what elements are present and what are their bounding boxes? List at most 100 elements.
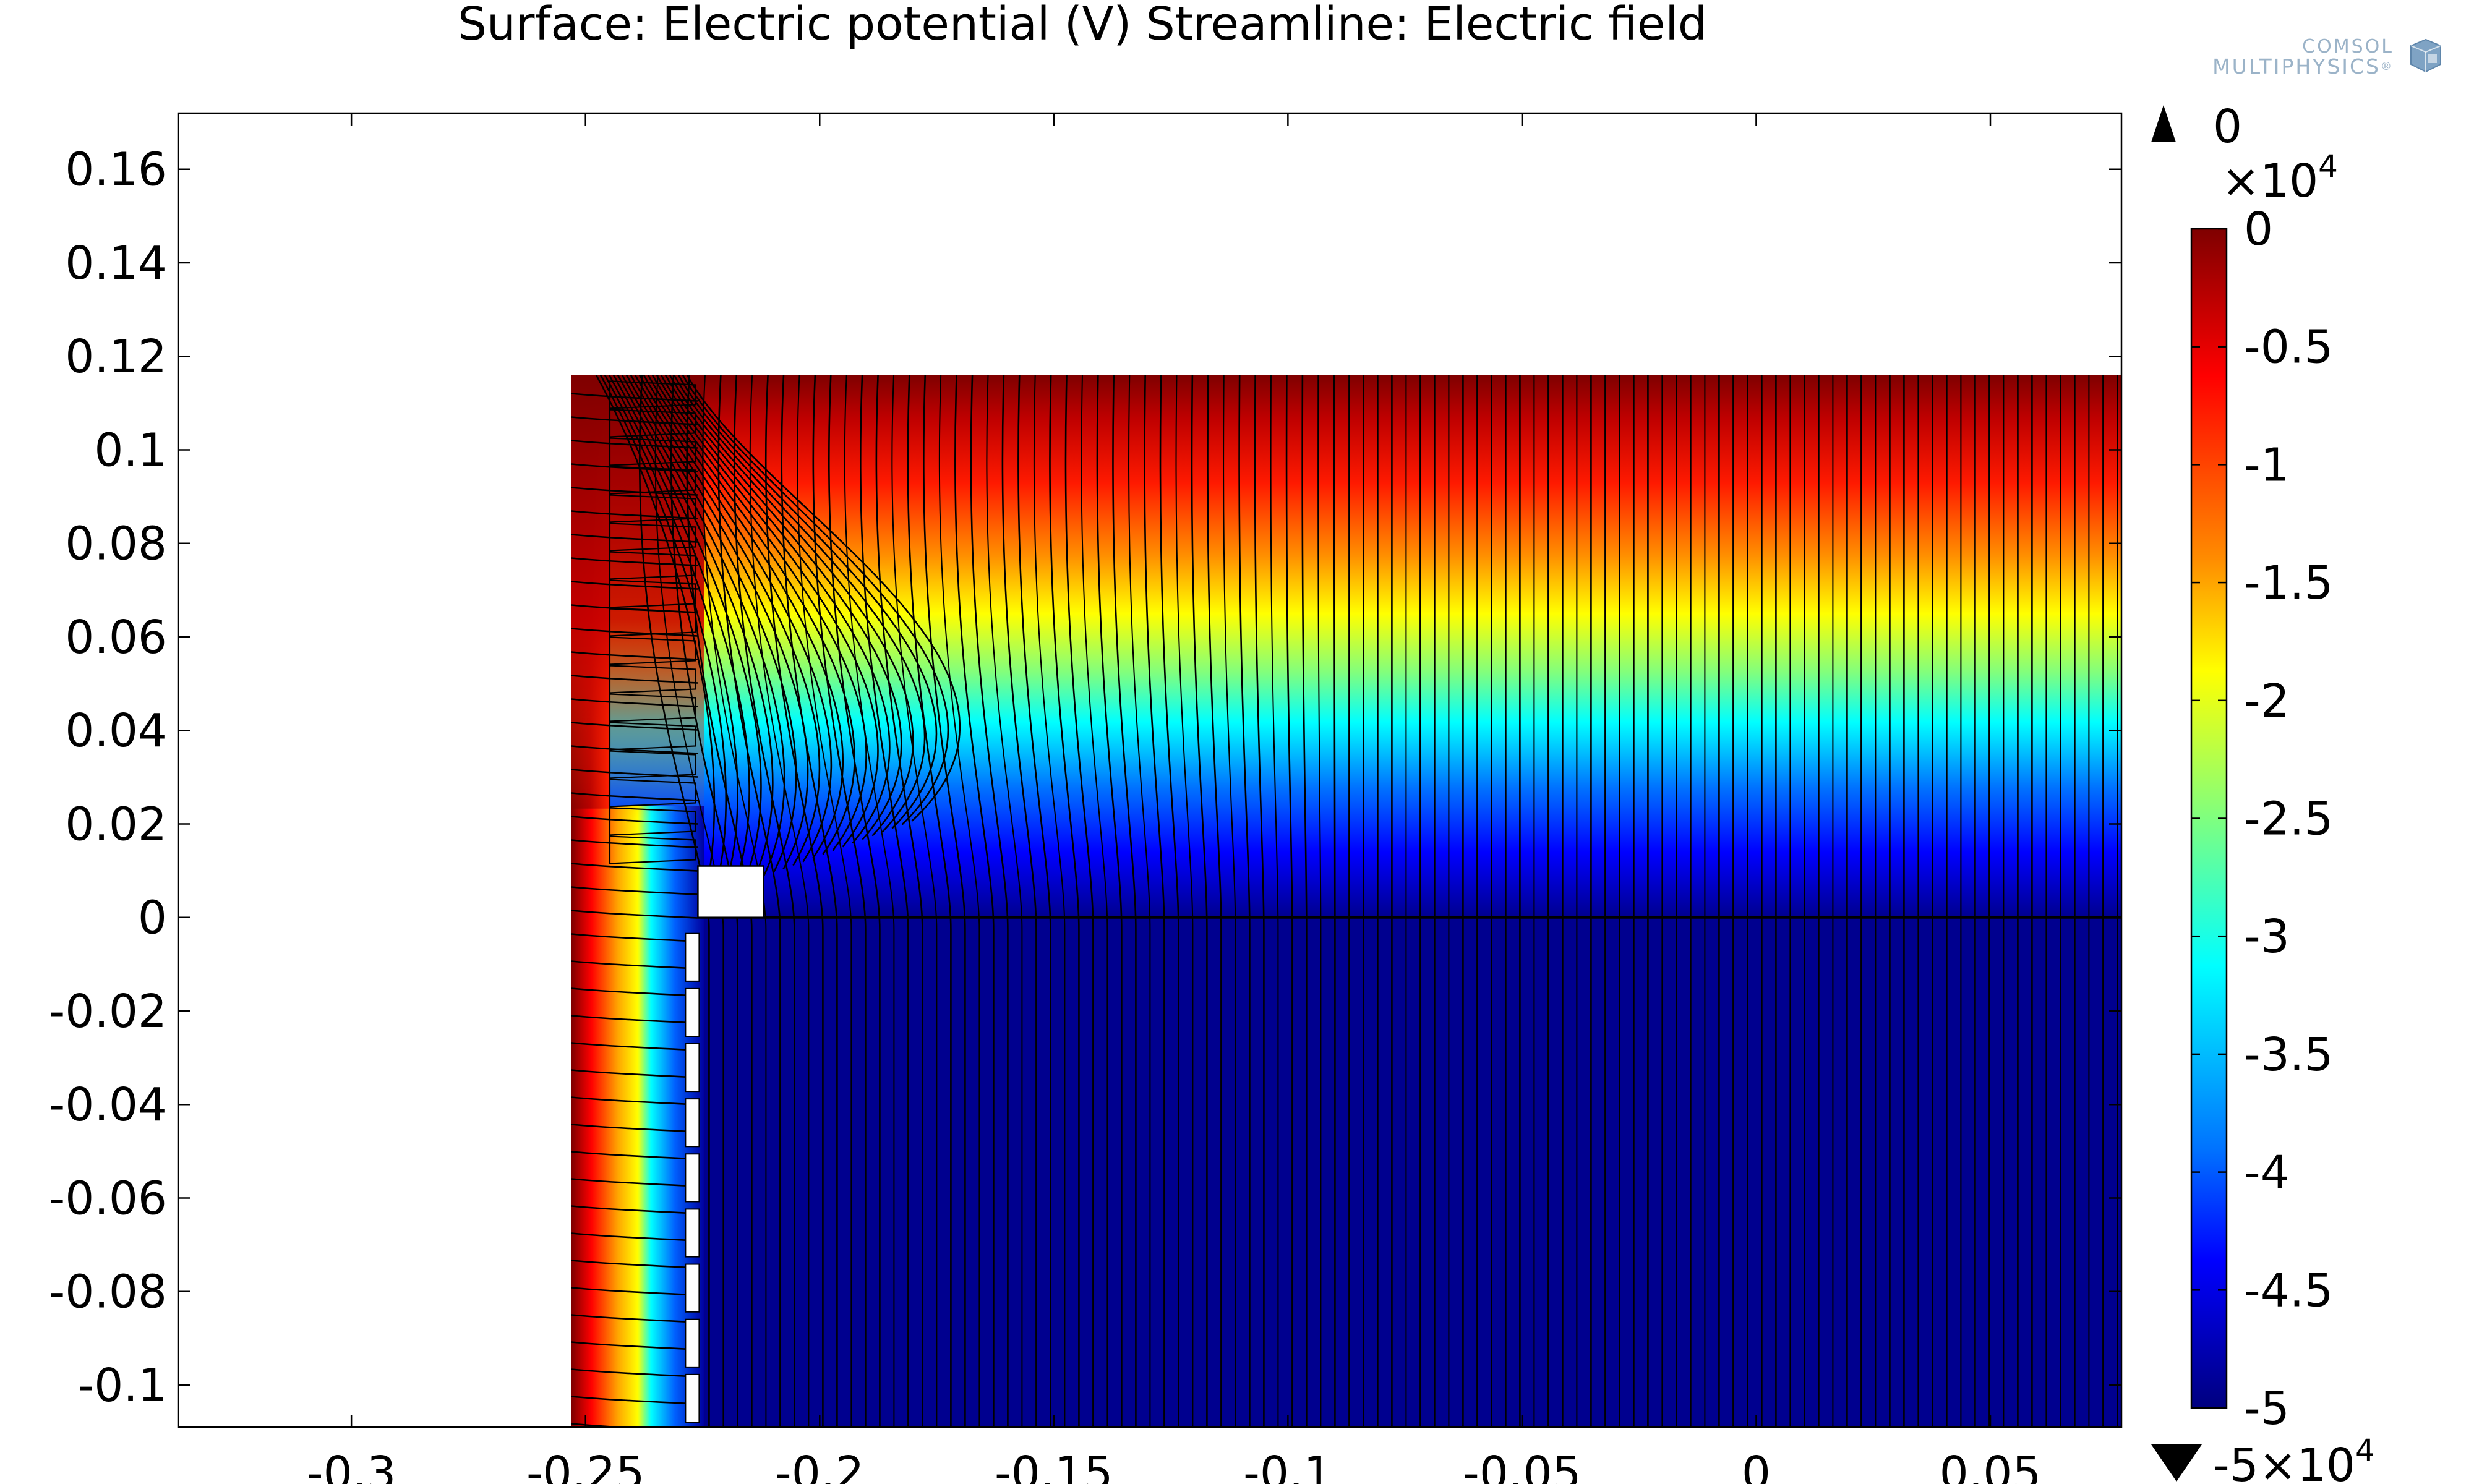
streamline bbox=[595, 375, 716, 900]
grid-wire-slot bbox=[685, 1153, 700, 1203]
grid-wire-slot bbox=[685, 987, 700, 1037]
streamline bbox=[1238, 375, 1251, 1427]
streamline bbox=[571, 534, 698, 543]
streamline bbox=[656, 375, 879, 848]
streamline bbox=[625, 375, 797, 874]
electrode-geometry bbox=[685, 865, 764, 1423]
streamline bbox=[617, 375, 774, 881]
y-tick-label: -0.06 bbox=[49, 1172, 167, 1225]
streamline bbox=[859, 375, 909, 1427]
streamline bbox=[609, 835, 696, 864]
streamline bbox=[609, 522, 696, 552]
y-tick-label: 0.1 bbox=[94, 424, 167, 477]
streamline bbox=[1049, 375, 1080, 1427]
streamline bbox=[571, 416, 698, 425]
logo-cube-icon bbox=[2410, 38, 2441, 73]
streamline bbox=[1270, 375, 1279, 1427]
streamline bbox=[938, 375, 980, 1427]
streamline bbox=[609, 579, 696, 608]
streamline bbox=[571, 816, 698, 825]
surface-outer-wall-gradient bbox=[571, 806, 704, 1427]
min-marker-label: -5×104 bbox=[2213, 1433, 2375, 1484]
logo-trademark: ® bbox=[2381, 60, 2394, 73]
y-tick-label: -0.08 bbox=[49, 1266, 167, 1319]
colorbar-multiplier-base: ×10 bbox=[2222, 155, 2318, 208]
grid-wire-slot bbox=[685, 1318, 700, 1368]
streamline bbox=[621, 375, 785, 877]
streamline bbox=[1207, 375, 1222, 1427]
streamline bbox=[970, 375, 1009, 1427]
streamline bbox=[571, 745, 698, 754]
y-axis-ticks: 0.16 0.14 0.12 0.1 0.08 0.06 0.04 0.02 0 -0.02 -0.… bbox=[49, 143, 2121, 1412]
streamline bbox=[1081, 375, 1108, 1427]
colorbar-multiplier: ×104 bbox=[2222, 148, 2338, 208]
streamline bbox=[673, 375, 926, 833]
colorbar-tick-label: -3 bbox=[2244, 910, 2290, 963]
grid-wire-slot bbox=[685, 1373, 700, 1423]
axes-frame bbox=[177, 112, 2123, 1428]
streamline bbox=[682, 375, 949, 825]
streamline bbox=[1175, 375, 1194, 1427]
x-tick-label: -0.2 bbox=[775, 1447, 864, 1484]
streamline bbox=[609, 636, 696, 665]
streamline bbox=[609, 551, 696, 580]
y-tick-label: 0.06 bbox=[65, 611, 167, 664]
y-tick-label: 0.12 bbox=[65, 330, 167, 383]
streamline bbox=[571, 651, 698, 660]
streamline bbox=[571, 581, 698, 590]
colorbar-tick-label: -2.5 bbox=[2244, 793, 2333, 846]
surface-upper-region bbox=[571, 375, 2121, 918]
y-tick-label: 0.08 bbox=[65, 518, 167, 571]
colorbar-tick-label: -4.5 bbox=[2244, 1264, 2333, 1317]
min-marker-label-exponent: 4 bbox=[2355, 1433, 2375, 1469]
streamline bbox=[1001, 375, 1037, 1427]
streamline bbox=[609, 807, 696, 836]
colorbar: 0-0.5-1-1.5-2-2.5-3-3.5-4-4.5-5 ×104 0 -… bbox=[2151, 100, 2375, 1484]
streamline bbox=[875, 375, 923, 1427]
colorbar-tick-label: 0 bbox=[2244, 203, 2273, 256]
streamline bbox=[571, 675, 698, 684]
streamline bbox=[571, 393, 698, 402]
streamline bbox=[609, 494, 696, 523]
streamline bbox=[651, 375, 867, 851]
max-marker-label: 0 bbox=[2213, 100, 2242, 153]
streamline bbox=[686, 375, 961, 822]
streamline bbox=[986, 375, 1023, 1427]
streamline bbox=[609, 437, 696, 466]
streamline bbox=[891, 375, 938, 1427]
y-tick-label: 0.14 bbox=[65, 237, 167, 290]
y-tick-label: -0.1 bbox=[78, 1359, 167, 1412]
streamline bbox=[571, 463, 698, 472]
streamline bbox=[660, 375, 891, 844]
x-tick-label: -0.25 bbox=[526, 1447, 644, 1484]
streamline bbox=[571, 886, 698, 895]
colorbar-ticks: 0 -0.5 -1 -1.5 -2 -2.5 -3 -3.5 -4 -4.5 -5 bbox=[2191, 203, 2333, 1435]
potential-surface bbox=[571, 375, 2121, 1427]
streamline bbox=[923, 375, 966, 1427]
streamline bbox=[609, 665, 696, 694]
streamline bbox=[571, 839, 698, 848]
streamline bbox=[638, 375, 832, 863]
streamline bbox=[571, 769, 698, 778]
streamline bbox=[634, 375, 821, 866]
streamline bbox=[797, 375, 852, 1427]
streamline bbox=[571, 557, 698, 566]
streamline bbox=[609, 409, 696, 438]
streamline bbox=[764, 375, 824, 1427]
streamline bbox=[677, 375, 938, 829]
y-tick-label: -0.02 bbox=[49, 985, 167, 1038]
streamline bbox=[571, 510, 698, 519]
streamline bbox=[609, 750, 696, 779]
electrode-cap bbox=[697, 865, 764, 918]
logo-text-multiphysics: MULTIPHYSICS® bbox=[2212, 56, 2394, 77]
streamline bbox=[1254, 375, 1265, 1427]
streamline bbox=[571, 863, 698, 872]
streamline bbox=[1301, 375, 1308, 1427]
x-tick-label: -0.1 bbox=[1243, 1447, 1332, 1484]
streamline bbox=[647, 375, 855, 855]
streamline bbox=[1317, 375, 1322, 1427]
streamline bbox=[571, 722, 698, 731]
streamline bbox=[669, 375, 914, 837]
plot-title: Surface: Electric potential (V) Streamli… bbox=[458, 0, 1707, 51]
streamline bbox=[571, 792, 698, 801]
